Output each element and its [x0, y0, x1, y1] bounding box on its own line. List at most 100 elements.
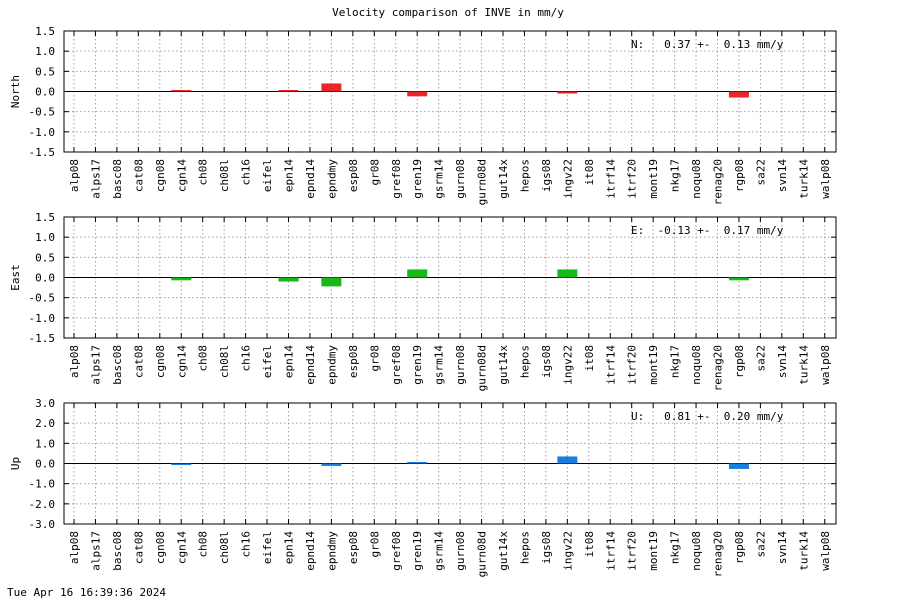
- x-tick-label: walp08: [819, 159, 832, 199]
- x-tick-label: ch08: [197, 345, 210, 372]
- x-tick-label: epn14: [283, 345, 296, 378]
- bar-epn14: [278, 90, 299, 92]
- x-tick-label: cat08: [132, 531, 145, 564]
- bar-ingv22: [557, 269, 578, 278]
- y-tick-label: -1.0: [29, 312, 56, 325]
- x-tick-label: hepos: [518, 345, 531, 378]
- x-tick-label: rgp08: [733, 159, 746, 192]
- x-tick-label: cgn08: [154, 159, 167, 192]
- stat-text: U: 0.81 +- 0.20 mm/y: [631, 410, 784, 423]
- plot-frame: [63, 216, 837, 339]
- x-tick-label: itrf14: [604, 531, 617, 571]
- bar-ingv22: [557, 456, 578, 464]
- x-tick-label: svn14: [776, 531, 789, 564]
- figure-title: Velocity comparison of INVE in mm/y: [332, 6, 564, 19]
- bar-cgn14: [171, 463, 192, 465]
- panel-north: 1.5 1.0 0.5 0.0 -0.5 -1.0 -1.5 alp08 alps17 basc0…: [9, 25, 837, 205]
- x-tick-label: hepos: [518, 531, 531, 564]
- x-tick-label: esp08: [347, 159, 360, 192]
- x-tick-label: gren19: [411, 345, 424, 385]
- x-tick-label: gurn08: [454, 531, 467, 571]
- y-tick-label: -1.0: [29, 126, 56, 139]
- x-tick-label: alps17: [89, 345, 102, 385]
- x-tick-label: noqu08: [690, 531, 703, 571]
- x-tick-label: igs08: [540, 159, 553, 192]
- x-tick-label: gurn08d: [476, 159, 489, 205]
- x-tick-label: epnd14: [304, 159, 317, 199]
- y-axis-label: Up: [9, 457, 22, 470]
- x-tick-label: epn14: [283, 531, 296, 564]
- x-tick-label: nkg17: [669, 159, 682, 192]
- x-tick-label: eifel: [261, 159, 274, 192]
- x-tick-label: gref08: [390, 531, 403, 571]
- y-tick-label: -3.0: [29, 518, 56, 531]
- y-tick-label: 2.0: [35, 417, 55, 430]
- x-tick-label: alp08: [68, 531, 81, 564]
- x-tick-label: alps17: [89, 159, 102, 199]
- plot-frame: [63, 30, 837, 153]
- y-tick-label: 3.0: [35, 397, 55, 410]
- y-tick-label: -0.5: [29, 292, 56, 305]
- y-tick-label: 1.5: [35, 25, 55, 38]
- x-tick-label: igs08: [540, 345, 553, 378]
- x-tick-label: eifel: [261, 531, 274, 564]
- x-tick-label: nkg17: [669, 345, 682, 378]
- bar-gren19: [407, 269, 428, 278]
- x-tick-label: mont19: [647, 159, 660, 199]
- x-tick-label: esp08: [347, 531, 360, 564]
- x-tick-label: gurn08d: [476, 531, 489, 577]
- x-tick-label: ch08l: [218, 345, 231, 378]
- y-axis-label: East: [9, 264, 22, 291]
- x-tick-label: it08: [583, 159, 596, 186]
- bar-gren19: [407, 91, 428, 97]
- y-tick-label: 0.0: [35, 458, 55, 471]
- x-tick-label: rgp08: [733, 345, 746, 378]
- y-tick-label: -1.0: [29, 478, 56, 491]
- x-tick-label: cat08: [132, 345, 145, 378]
- x-tick-label: alp08: [68, 159, 81, 192]
- x-tick-label: renag20: [712, 159, 725, 205]
- x-tick-label: it08: [583, 531, 596, 558]
- x-tick-label: cgn08: [154, 531, 167, 564]
- x-tick-label: ch08: [197, 159, 210, 186]
- x-tick-label: gr08: [368, 159, 381, 186]
- x-tick-label: noqu08: [690, 159, 703, 199]
- x-tick-label: eifel: [261, 345, 274, 378]
- x-tick-label: gurn08d: [476, 345, 489, 391]
- x-tick-label: cgn14: [175, 531, 188, 564]
- stat-text: N: 0.37 +- 0.13 mm/y: [631, 38, 784, 51]
- x-tick-label: gr08: [368, 531, 381, 558]
- x-tick-label: it08: [583, 345, 596, 372]
- x-tick-label: svn14: [776, 159, 789, 192]
- x-tick-label: rgp08: [733, 531, 746, 564]
- x-tick-label: mont19: [647, 345, 660, 385]
- y-axis-label: North: [9, 75, 22, 108]
- plot-frame: [63, 402, 837, 525]
- x-tick-label: epndmy: [325, 159, 338, 199]
- y-tick-label: 1.5: [35, 211, 55, 224]
- y-tick-label: -2.0: [29, 498, 56, 511]
- bar-rgp08: [728, 463, 749, 469]
- x-tick-label: itrf20: [626, 531, 639, 571]
- x-tick-label: sa22: [754, 531, 767, 558]
- x-tick-label: alp08: [68, 345, 81, 378]
- bar-epn14: [278, 277, 299, 282]
- x-tick-label: epn14: [283, 159, 296, 192]
- y-tick-label: 0.5: [35, 65, 55, 78]
- x-tick-label: ch08: [197, 531, 210, 558]
- y-tick-label: -1.5: [29, 332, 56, 345]
- stat-text: E: -0.13 +- 0.17 mm/y: [631, 224, 784, 237]
- x-tick-label: ingv22: [561, 531, 574, 571]
- x-tick-label: gurn08: [454, 159, 467, 199]
- x-tick-label: walp08: [819, 345, 832, 385]
- x-tick-label: alps17: [89, 531, 102, 571]
- x-tick-label: gren19: [411, 159, 424, 199]
- bar-cgn14: [171, 90, 192, 92]
- x-tick-label: hepos: [518, 159, 531, 192]
- x-tick-label: basc08: [111, 159, 124, 199]
- x-tick-label: gsrm14: [433, 531, 446, 571]
- y-tick-label: 1.0: [35, 437, 55, 450]
- x-tick-label: itrf14: [604, 159, 617, 199]
- x-tick-label: gr08: [368, 345, 381, 372]
